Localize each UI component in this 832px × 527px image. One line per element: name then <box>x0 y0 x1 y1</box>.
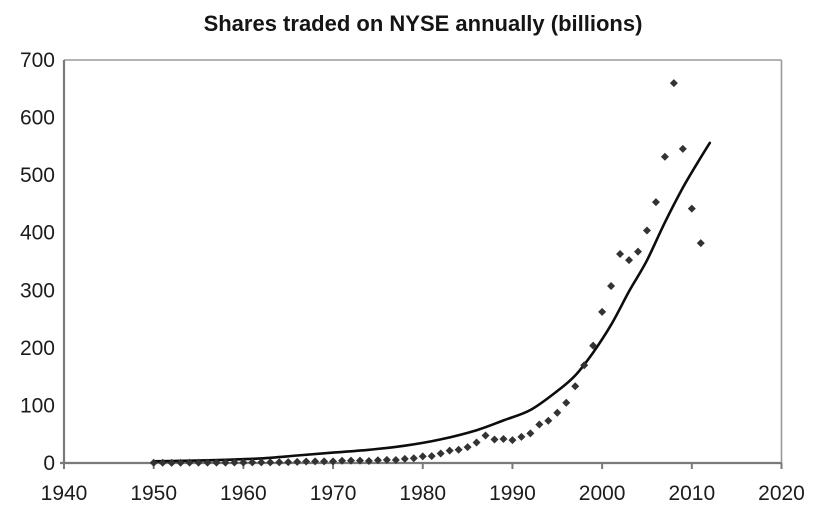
x-tick-label: 1970 <box>310 482 357 505</box>
data-point <box>239 458 248 467</box>
data-point <box>642 226 651 235</box>
data-point <box>472 438 481 447</box>
data-point <box>535 420 544 429</box>
data-point <box>499 434 508 443</box>
y-tick-label: 200 <box>20 337 55 360</box>
data-point <box>203 458 212 467</box>
data-point <box>544 416 553 425</box>
data-point <box>275 458 284 467</box>
data-point <box>158 458 167 467</box>
data-point <box>355 456 364 465</box>
data-point <box>409 454 418 463</box>
data-point <box>221 458 230 467</box>
data-point <box>194 458 203 467</box>
data-point <box>248 458 257 467</box>
data-point <box>669 79 678 88</box>
data-point <box>149 458 158 467</box>
x-tick-label: 1940 <box>41 482 88 505</box>
data-point <box>625 256 634 265</box>
data-point <box>571 382 580 391</box>
data-point <box>284 458 293 467</box>
data-point <box>634 247 642 256</box>
y-tick-label: 400 <box>20 222 55 245</box>
y-tick-label: 100 <box>20 394 55 417</box>
data-point <box>364 456 373 465</box>
data-point <box>230 458 239 467</box>
data-point <box>293 457 302 466</box>
data-point <box>176 458 185 467</box>
data-point <box>257 458 266 467</box>
data-point <box>212 458 221 467</box>
data-point <box>427 452 436 461</box>
y-tick-label: 500 <box>20 164 55 187</box>
data-point <box>302 457 311 466</box>
data-point <box>580 361 589 370</box>
data-point <box>463 443 472 452</box>
data-point <box>553 408 562 417</box>
data-point <box>329 457 338 466</box>
data-point <box>311 457 320 466</box>
data-point <box>167 458 176 467</box>
data-point <box>347 456 355 465</box>
data-point <box>517 432 526 441</box>
chart-title: Shares traded on NYSE annually (billions… <box>203 11 643 36</box>
data-point <box>266 458 275 467</box>
y-tick-label: 700 <box>20 49 55 72</box>
data-point <box>696 239 705 248</box>
data-point <box>562 398 571 407</box>
y-tick-label: 0 <box>43 452 55 475</box>
data-point <box>436 449 445 458</box>
x-tick-label: 1990 <box>489 482 536 505</box>
y-tick-label: 300 <box>20 279 55 302</box>
data-point <box>598 307 607 316</box>
data-point <box>338 456 347 465</box>
data-point <box>678 144 687 153</box>
data-point <box>687 204 696 213</box>
data-point <box>400 454 409 463</box>
data-point <box>382 455 391 464</box>
x-tick-label: 1960 <box>220 482 267 505</box>
data-point <box>508 436 517 445</box>
data-point <box>589 341 598 350</box>
data-point <box>391 455 400 464</box>
data-point <box>373 456 382 465</box>
data-point <box>445 446 454 455</box>
data-point <box>418 452 427 461</box>
x-tick-label: 2010 <box>668 482 715 505</box>
x-tick-label: 2020 <box>758 482 805 505</box>
data-point <box>185 458 194 467</box>
data-point <box>660 152 669 161</box>
data-point <box>526 429 535 438</box>
data-point <box>651 198 660 207</box>
x-tick-label: 2000 <box>579 482 626 505</box>
data-point <box>454 445 463 454</box>
data-point <box>607 281 616 290</box>
data-point <box>490 435 499 444</box>
data-point <box>481 431 490 440</box>
trend-curve <box>152 141 712 463</box>
y-tick-label: 600 <box>20 107 55 130</box>
x-tick-label: 1950 <box>130 482 177 505</box>
x-tick-label: 1980 <box>399 482 446 505</box>
data-point <box>616 249 625 258</box>
data-point <box>320 457 329 466</box>
